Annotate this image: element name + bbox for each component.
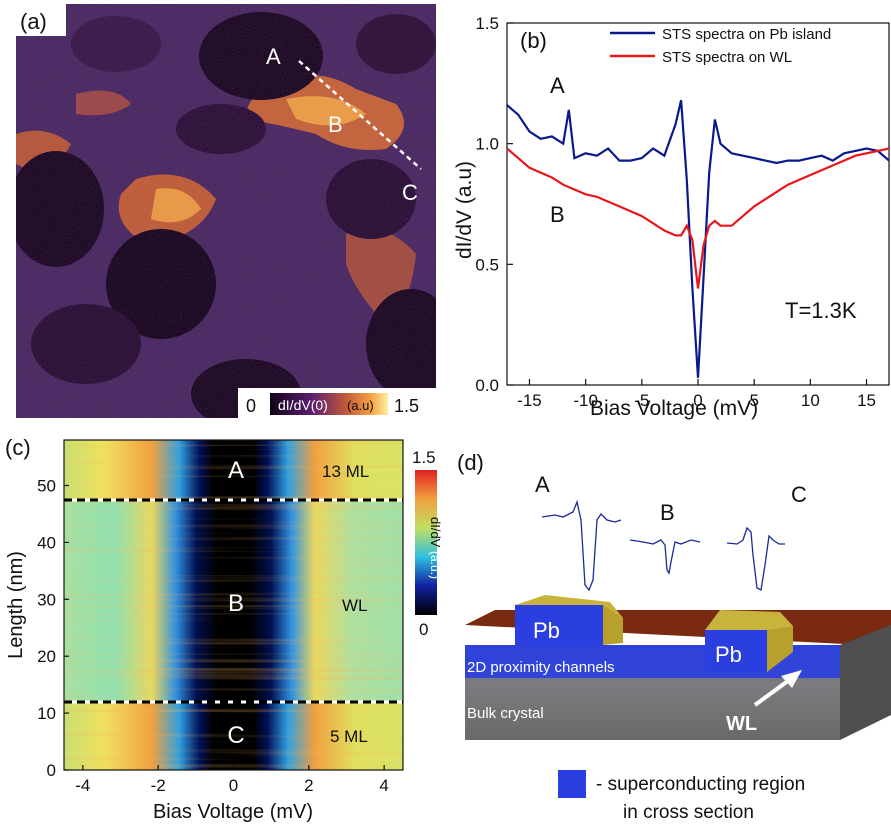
sts-spectra-chart: 0.0 0.5 1.0 1.5 -15 -10 -5 0 5 10 15 (b) STS spec… [453,14,890,420]
x-tick-label: 2 [304,776,313,795]
x-tick-label: -4 [75,776,90,795]
pb-island-left [515,605,603,645]
y-tick-label: 10 [37,704,56,723]
curve-label: A [550,73,565,98]
y-tick-label: 0 [47,761,56,780]
colorbar-min: 0 [246,396,256,416]
y-tick-label: 0.5 [475,255,499,274]
y-tick-label: 50 [37,477,56,496]
legend-line: in cross section [623,802,754,823]
thickness-label: WL [342,596,368,615]
legend-swatch [558,770,586,798]
panel-label: (d) [457,450,484,475]
temperature-label: T=1.3K [785,298,857,323]
spectrum-b [629,539,701,575]
panel-label: (a) [20,9,47,34]
series-line-wl [506,147,890,289]
x-tick-label: 0 [229,776,238,795]
channel-label: 2D proximity channels [467,659,615,676]
pb-island-side [767,626,793,672]
y-tick-label: 40 [37,533,56,552]
y-tick-label: 20 [37,647,56,666]
point-label: C [402,180,418,205]
thickness-label: 13 ML [322,462,369,481]
x-tick-label: 0 [693,391,702,410]
colorbar [415,470,437,615]
spectrum-label: A [535,472,550,497]
spectrum-label: B [660,500,675,525]
panel-b: 0.0 0.5 1.0 1.5 -15 -10 -5 0 5 10 15 (b) STS spec… [440,0,891,420]
x-tick-label: 4 [379,776,388,795]
thickness-label: 5 ML [330,727,368,746]
legend-entry: STS spectra on Pb island [662,26,831,43]
colorbar [270,393,388,415]
wl-arrow [753,676,794,707]
panel-a: (a) A B C 0 dI/dV(0) (a.u) 1.5 [8,4,456,429]
conductance-map: (a) A B C 0 dI/dV(0) (a.u) 1.5 [8,4,456,429]
panel-c: 0 10 20 30 40 50 -4 -2 0 2 4 (c) A B C 13 ML WL 5… [0,425,460,831]
island-label: Pb [715,642,742,667]
pb-island-right [705,630,767,672]
panel-label: (b) [520,28,547,53]
panel-label: (c) [5,435,31,460]
x-axis-label: Bias Voltage (mV) [153,801,313,823]
x-axis-label: Bias Voltage (mV) [590,397,758,420]
colorbar-min: 0 [419,620,428,639]
legend-entry: STS spectra on WL [662,49,792,66]
colorbar-unit: (a.u.) [428,551,442,579]
x-tick-label: -10 [573,391,598,410]
region-label: A [228,457,244,484]
y-axis-label: Length (nm) [5,551,27,659]
x-tick-label: -2 [151,776,166,795]
colorbar-title: dI/dV [428,517,443,548]
x-tick-label: -5 [634,391,649,410]
colorbar-unit: (a.u) [347,398,374,413]
y-tick-label: 1.5 [475,14,499,33]
island-label: Pb [533,618,560,643]
point-label: B [328,112,343,137]
colorbar-max: 1.5 [412,448,436,467]
curve-label: B [550,202,565,227]
spectrum-label: C [791,482,807,507]
wl-arrow-head [781,670,802,688]
wl-label: WL [726,713,757,735]
pb-island-side [603,605,623,645]
device-schematic: (d) A B C Pb Pb 2D proximity channels Bu… [457,450,891,823]
colorbar-title: dI/dV(0) [278,397,328,413]
x-tick-label: 15 [857,391,876,410]
x-tick-label: -15 [517,391,542,410]
substrate-side [840,625,891,740]
y-tick-label: 30 [37,590,56,609]
spectrum-a [541,499,622,592]
y-axis-label: dI/dV (a.u) [453,161,476,259]
spectrum-c [726,526,785,591]
y-tick-label: 1.0 [475,135,499,154]
x-tick-label: 5 [749,391,758,410]
length-bias-heatmap: 0 10 20 30 40 50 -4 -2 0 2 4 (c) A B C 13 ML WL 5… [5,435,443,823]
x-tick-label: 10 [801,391,820,410]
region-label: C [227,722,244,749]
series-line-pb-island [506,99,890,378]
legend-line: - superconducting region [596,774,805,795]
point-label: A [266,44,281,69]
region-label: B [228,590,244,617]
panel-d: (d) A B C Pb Pb 2D proximity channels Bu… [455,440,891,831]
crystal-label: Bulk crystal [467,705,544,722]
y-tick-label: 0.0 [475,376,499,395]
colorbar-max: 1.5 [394,396,419,416]
line-cut [298,60,422,170]
